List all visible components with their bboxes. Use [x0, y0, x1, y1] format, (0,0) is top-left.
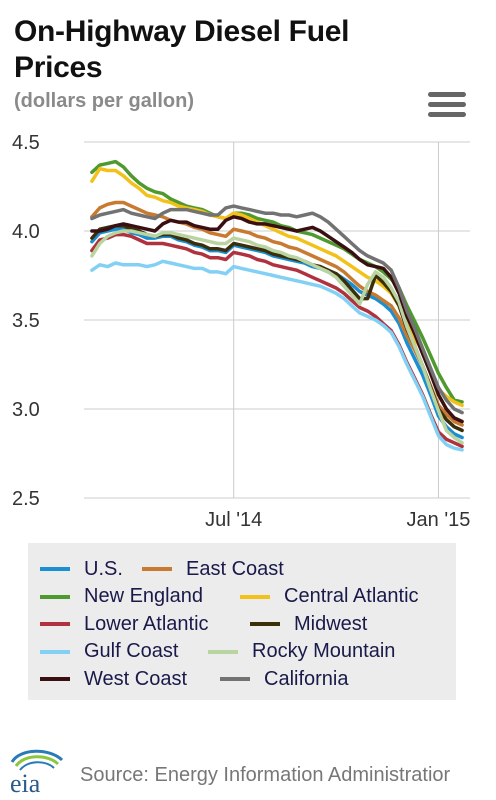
- x-tick-label: Jan '15: [407, 509, 471, 531]
- legend-swatch: [220, 677, 250, 682]
- series-line-u-s-: [90, 227, 464, 440]
- source-text: Source: Energy Information Administratio…: [80, 764, 451, 786]
- series-line-west-coast: [90, 215, 464, 424]
- y-axis-ticks: 2.5 3.0 3.5 4.0 4.5: [12, 132, 40, 510]
- legend-label: U.S.: [84, 557, 123, 580]
- y-tick-label: 2.5: [12, 488, 40, 510]
- legend-swatch: [40, 594, 70, 599]
- series-line-east-coast: [90, 200, 464, 427]
- x-axis-ticks: Jul '14 Jan '15: [205, 509, 470, 531]
- legend-label: East Coast: [186, 557, 284, 580]
- legend-item[interactable]: East Coast: [142, 555, 284, 583]
- chart-title: On-Highway Diesel Fuel Prices: [14, 15, 350, 84]
- legend-label: West Coast: [84, 667, 187, 690]
- logo-text: eia: [10, 769, 41, 796]
- legend-swatch: [250, 622, 280, 627]
- legend-item[interactable]: U.S.: [40, 555, 123, 583]
- legend-label: Gulf Coast: [84, 640, 179, 663]
- menu-bar: [428, 112, 466, 117]
- legend-swatch: [208, 649, 238, 654]
- y-tick-label: 3.0: [12, 399, 40, 421]
- legend-label: Central Atlantic: [284, 585, 419, 608]
- legend-label: Rocky Mountain: [252, 640, 396, 663]
- legend-item[interactable]: New England: [40, 583, 203, 611]
- legend-label: New England: [84, 585, 203, 608]
- legend-label: Lower Atlantic: [84, 612, 209, 635]
- legend-swatch: [40, 622, 70, 627]
- series-line-gulf-coast: [90, 259, 464, 452]
- series-line-rocky-mountain: [90, 229, 464, 445]
- legend-swatch: [40, 567, 70, 571]
- chart-subtitle: (dollars per gallon): [14, 90, 195, 112]
- y-tick-label: 4.5: [12, 132, 40, 154]
- eia-logo: eia: [10, 749, 64, 796]
- series-line-central-atlantic: [90, 166, 464, 408]
- legend-label: California: [264, 667, 349, 690]
- menu-bar: [428, 92, 466, 97]
- footer: eia Source: Energy Information Administr…: [0, 744, 496, 800]
- legend-item[interactable]: Rocky Mountain: [208, 638, 395, 666]
- series-lines: [90, 159, 464, 452]
- y-tick-label: 4.0: [12, 221, 40, 243]
- legend-item[interactable]: California: [220, 665, 348, 693]
- legend-swatch: [40, 649, 70, 654]
- line-chart: 2.5 3.0 3.5 4.0 4.5 Jul '14 Jan '15: [12, 132, 470, 531]
- x-tick-label: Jul '14: [205, 509, 262, 531]
- legend: U.S. East Coast New England Central Atlanti…: [28, 543, 456, 700]
- legend-item[interactable]: West Coast: [40, 665, 187, 693]
- legend-item[interactable]: Central Atlantic: [240, 583, 419, 611]
- series-line-california: [90, 204, 464, 415]
- legend-label: Midwest: [294, 612, 368, 635]
- legend-item[interactable]: Gulf Coast: [40, 638, 178, 666]
- menu-bar: [428, 102, 466, 107]
- hamburger-menu-icon[interactable]: [428, 92, 466, 120]
- legend-swatch: [240, 594, 270, 599]
- y-tick-label: 3.5: [12, 310, 40, 332]
- legend-swatch: [40, 677, 70, 682]
- legend-item[interactable]: Midwest: [250, 610, 367, 638]
- legend-item[interactable]: Lower Atlantic: [40, 610, 209, 638]
- legend-swatch: [142, 567, 172, 571]
